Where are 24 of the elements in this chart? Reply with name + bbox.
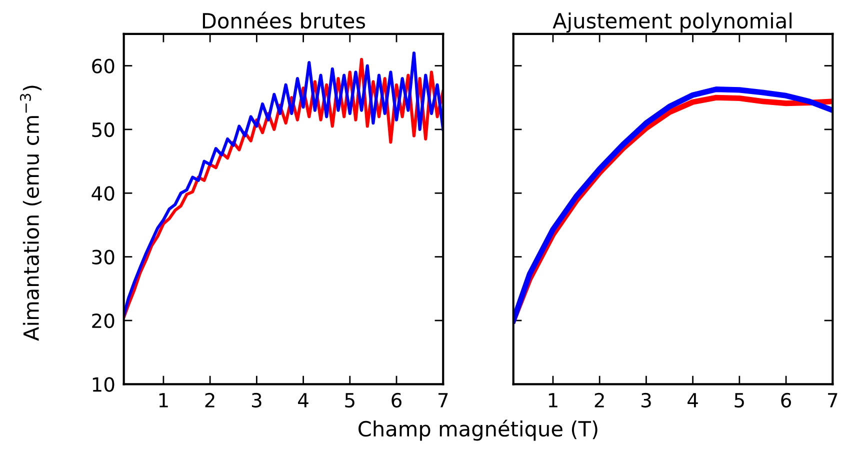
x-axis-title: Champ magnétique (T) [358, 420, 598, 441]
x-tick-label: 6 [392, 392, 402, 408]
y-tick-label: 40 [92, 186, 114, 201]
y-tick-label: 50 [92, 122, 114, 138]
x-tick-label: 7 [828, 393, 838, 408]
y-axis-title: Aimantation (emu cm$^{−3}$) [20, 86, 42, 341]
x-tick-label: 3 [642, 392, 651, 408]
y-tick-label: 30 [92, 250, 114, 264]
x-tick-label: 4 [688, 393, 698, 408]
x-tick-label: 5 [734, 393, 744, 408]
x-tick-label: 2 [594, 392, 604, 408]
chart-title: Données brutes [202, 12, 366, 29]
x-tick-label: 4 [298, 393, 308, 408]
y-tick-label: 20 [92, 313, 114, 328]
x-tick-label: 7 [438, 393, 448, 408]
x-tick-label: 6 [781, 392, 791, 408]
x-tick-label: 3 [252, 392, 262, 408]
chart-title: Ajustement polynomial [552, 12, 792, 33]
y-tick-label: 10 [92, 377, 114, 392]
x-tick-label: 1 [548, 393, 558, 408]
y-tick-label: 60 [92, 58, 114, 74]
x-tick-label: 2 [205, 392, 214, 408]
x-tick-label: 1 [159, 393, 168, 408]
x-tick-label: 5 [345, 393, 354, 408]
